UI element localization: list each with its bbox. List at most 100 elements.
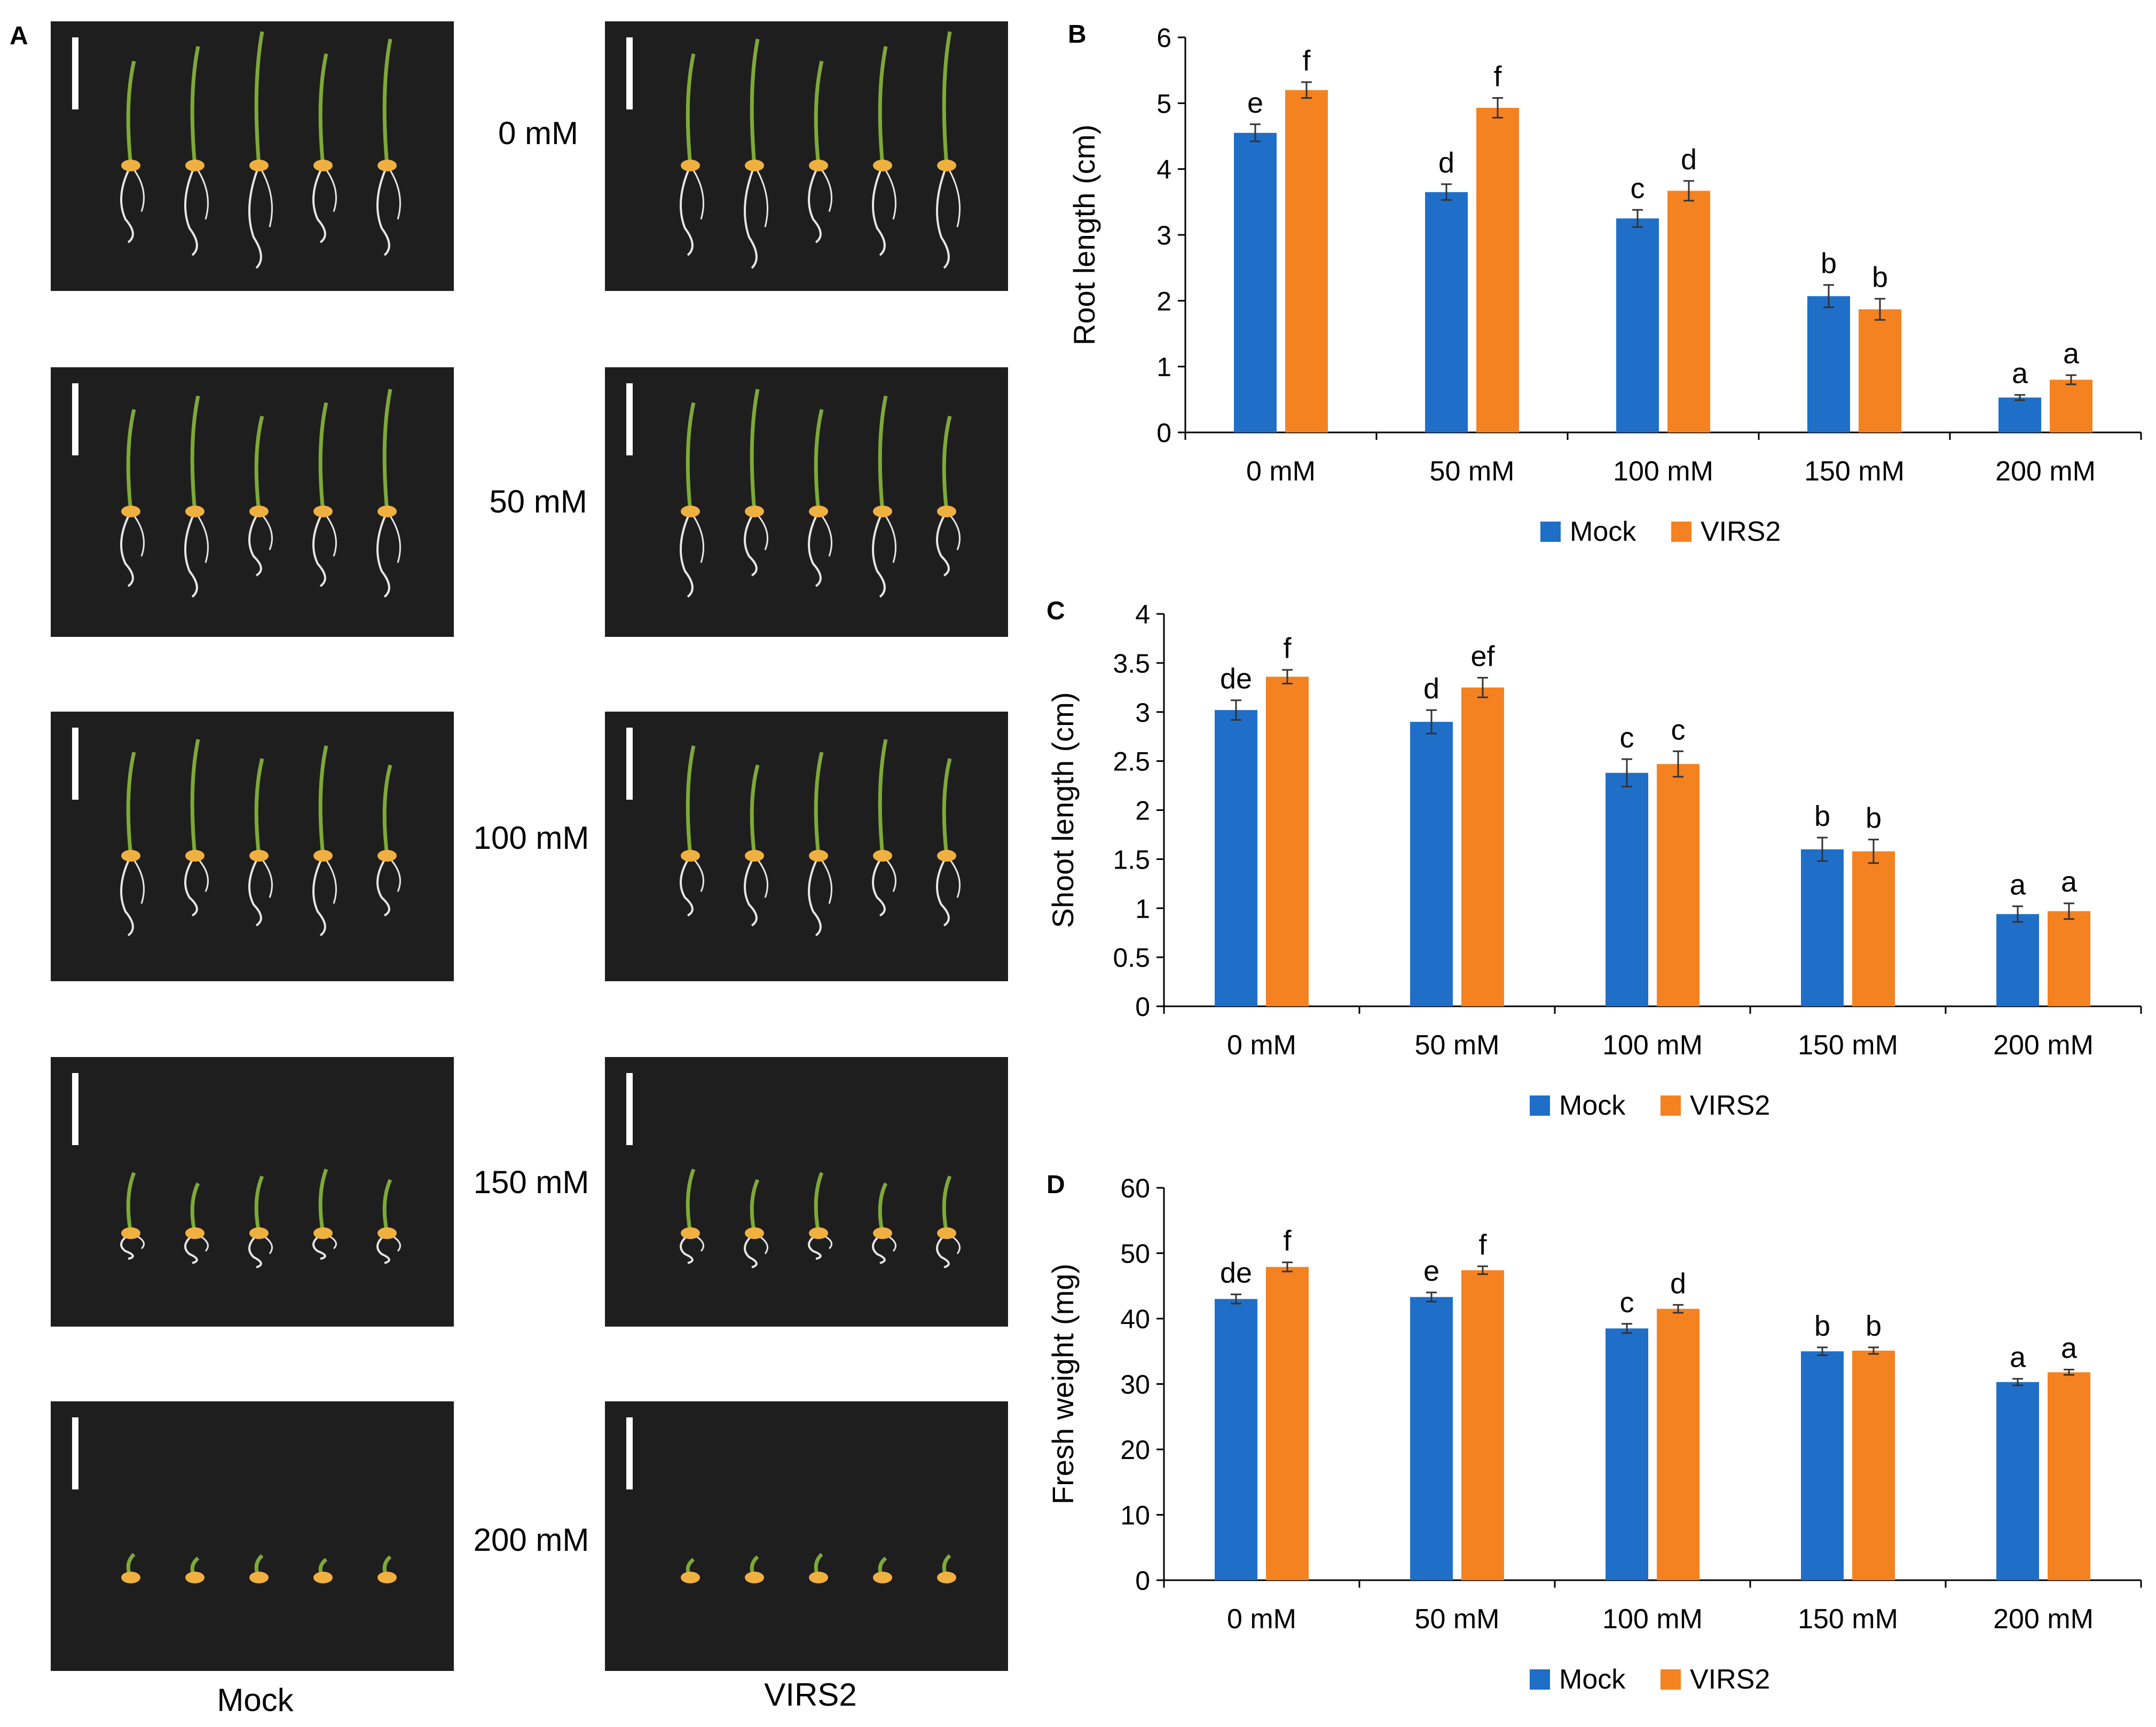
seedling-root xyxy=(936,1232,950,1268)
seedling-shoot xyxy=(878,739,888,856)
seedling-root xyxy=(376,165,390,256)
seedling-seed xyxy=(377,506,397,517)
concentration-label-0mm: 0 mM xyxy=(498,115,578,151)
scale-bar xyxy=(626,1073,633,1145)
chart-d-legend-swatch-virs2 xyxy=(1661,1669,1681,1690)
seedling-root xyxy=(184,511,198,598)
seedling-root xyxy=(936,165,950,269)
chart-b-legend-swatch-mock xyxy=(1540,522,1561,542)
seedling-shoot xyxy=(942,415,952,512)
seedling-root xyxy=(184,1232,198,1264)
seedling-photo xyxy=(51,367,454,637)
seedling-root xyxy=(312,511,326,587)
chart-b-x-tick-label: 100 mM xyxy=(1613,456,1713,487)
chart-d-legend-label-virs2: VIRS2 xyxy=(1690,1664,1770,1695)
seedlings xyxy=(680,739,961,936)
seedling-seed xyxy=(937,1227,956,1239)
chart-c-significance-label: de xyxy=(1220,663,1252,695)
chart-d-significance-label: b xyxy=(1866,1310,1882,1342)
chart-d-bar-mock xyxy=(1606,1328,1648,1580)
seedling-root xyxy=(872,855,886,917)
chart-b-x-tick-label: 0 mM xyxy=(1246,456,1316,487)
chart-c-significance-label: c xyxy=(1620,722,1634,754)
seedling-seed xyxy=(313,1227,333,1239)
seedling-shoot xyxy=(814,752,824,856)
seedlings xyxy=(120,739,401,936)
seedling-seed xyxy=(681,1572,700,1583)
seedling-shoot xyxy=(126,409,136,512)
seedling-photo xyxy=(51,712,454,981)
seedling-photo xyxy=(605,367,1008,637)
seedling-seed xyxy=(313,1572,333,1583)
chart-c-bar-mock xyxy=(1606,772,1648,1006)
chart-b-y-tick-label: 3 xyxy=(1156,220,1171,250)
seedling-seed xyxy=(809,1227,828,1239)
chart-c-bar-virs2 xyxy=(1657,764,1699,1006)
seedling-shoot xyxy=(126,60,136,166)
scale-bar xyxy=(626,1417,633,1489)
chart-c-legend-label-mock: Mock xyxy=(1559,1090,1626,1121)
seedling-shoot xyxy=(190,46,200,166)
seedling-seed xyxy=(745,1572,764,1583)
seedling-seed xyxy=(809,1572,828,1583)
seedling-photo xyxy=(605,1401,1008,1671)
seedling-root xyxy=(744,510,758,577)
seedling-shoot xyxy=(318,1168,328,1234)
chart-d-bar-virs2 xyxy=(1852,1351,1895,1580)
chart-c-y-label: Shoot length (cm) xyxy=(1046,692,1080,928)
seedling-root xyxy=(120,511,134,587)
chart-c-x-tick-label: 200 mM xyxy=(1993,1030,2094,1061)
chart-b-y-tick-label: 0 xyxy=(1156,418,1171,448)
scale-bar xyxy=(72,37,78,109)
seedlings xyxy=(680,1168,961,1268)
seedling-shoot xyxy=(382,389,392,512)
chart-b-y-tick-label: 2 xyxy=(1156,286,1171,316)
concentration-label-200mm: 200 mM xyxy=(473,1522,589,1558)
scale-bar xyxy=(626,728,633,800)
chart-d-y-tick-label: 30 xyxy=(1120,1370,1150,1400)
seedling-seed xyxy=(873,850,892,862)
seedling-root xyxy=(680,1232,694,1264)
chart-c-y-tick-label: 2 xyxy=(1135,796,1150,826)
chart-d-bar-mock xyxy=(1801,1351,1844,1580)
seedling-seed xyxy=(681,1227,700,1239)
chart-b-bar-mock xyxy=(1998,397,2041,432)
seedling-shoot xyxy=(190,739,200,856)
seedling-photo xyxy=(51,1401,454,1671)
chart-c-significance-label: a xyxy=(2061,866,2078,898)
scale-bar xyxy=(626,383,633,455)
seedling-seed xyxy=(185,506,204,517)
chart-c-bar-mock xyxy=(1215,710,1257,1006)
seedling-shoot xyxy=(318,402,328,512)
chart-c-legend-swatch-virs2 xyxy=(1661,1095,1681,1116)
chart-b-bar-mock xyxy=(1616,218,1659,432)
chart-d-y-tick-label: 10 xyxy=(1120,1501,1150,1531)
seedling-root xyxy=(312,855,326,936)
seedling-seed xyxy=(377,850,397,862)
seedling-seed xyxy=(745,160,764,171)
chart-d-significance-label: f xyxy=(1283,1225,1292,1257)
seedling-shoot xyxy=(942,31,952,166)
chart-b-significance-label: d xyxy=(1438,147,1454,179)
chart-c-significance-label: a xyxy=(2010,869,2026,901)
seedling-root xyxy=(936,510,950,577)
chart-b-bar-virs2 xyxy=(1285,90,1328,432)
seedling-seed xyxy=(249,1572,269,1583)
seedling-seed xyxy=(681,506,700,517)
seedling-photo xyxy=(51,21,454,291)
chart-c-y-tick-label: 3 xyxy=(1135,698,1150,728)
chart-c-y-tick-label: 0.5 xyxy=(1113,943,1150,973)
chart-c-significance-label: c xyxy=(1671,714,1686,746)
scale-bar xyxy=(72,1073,78,1145)
seedling-root xyxy=(248,165,262,269)
seedling-root xyxy=(120,855,134,936)
seedling-root xyxy=(680,855,694,917)
seedlings xyxy=(681,1552,956,1583)
seedling-root xyxy=(744,1232,758,1268)
chart-b-significance-label: a xyxy=(2063,338,2080,370)
chart-d-panel-letter: D xyxy=(1046,1171,1065,1199)
seedling-shoot xyxy=(126,1172,136,1234)
seedling-root xyxy=(872,511,886,598)
seedling-seed xyxy=(121,850,140,862)
scale-bar xyxy=(626,37,633,109)
